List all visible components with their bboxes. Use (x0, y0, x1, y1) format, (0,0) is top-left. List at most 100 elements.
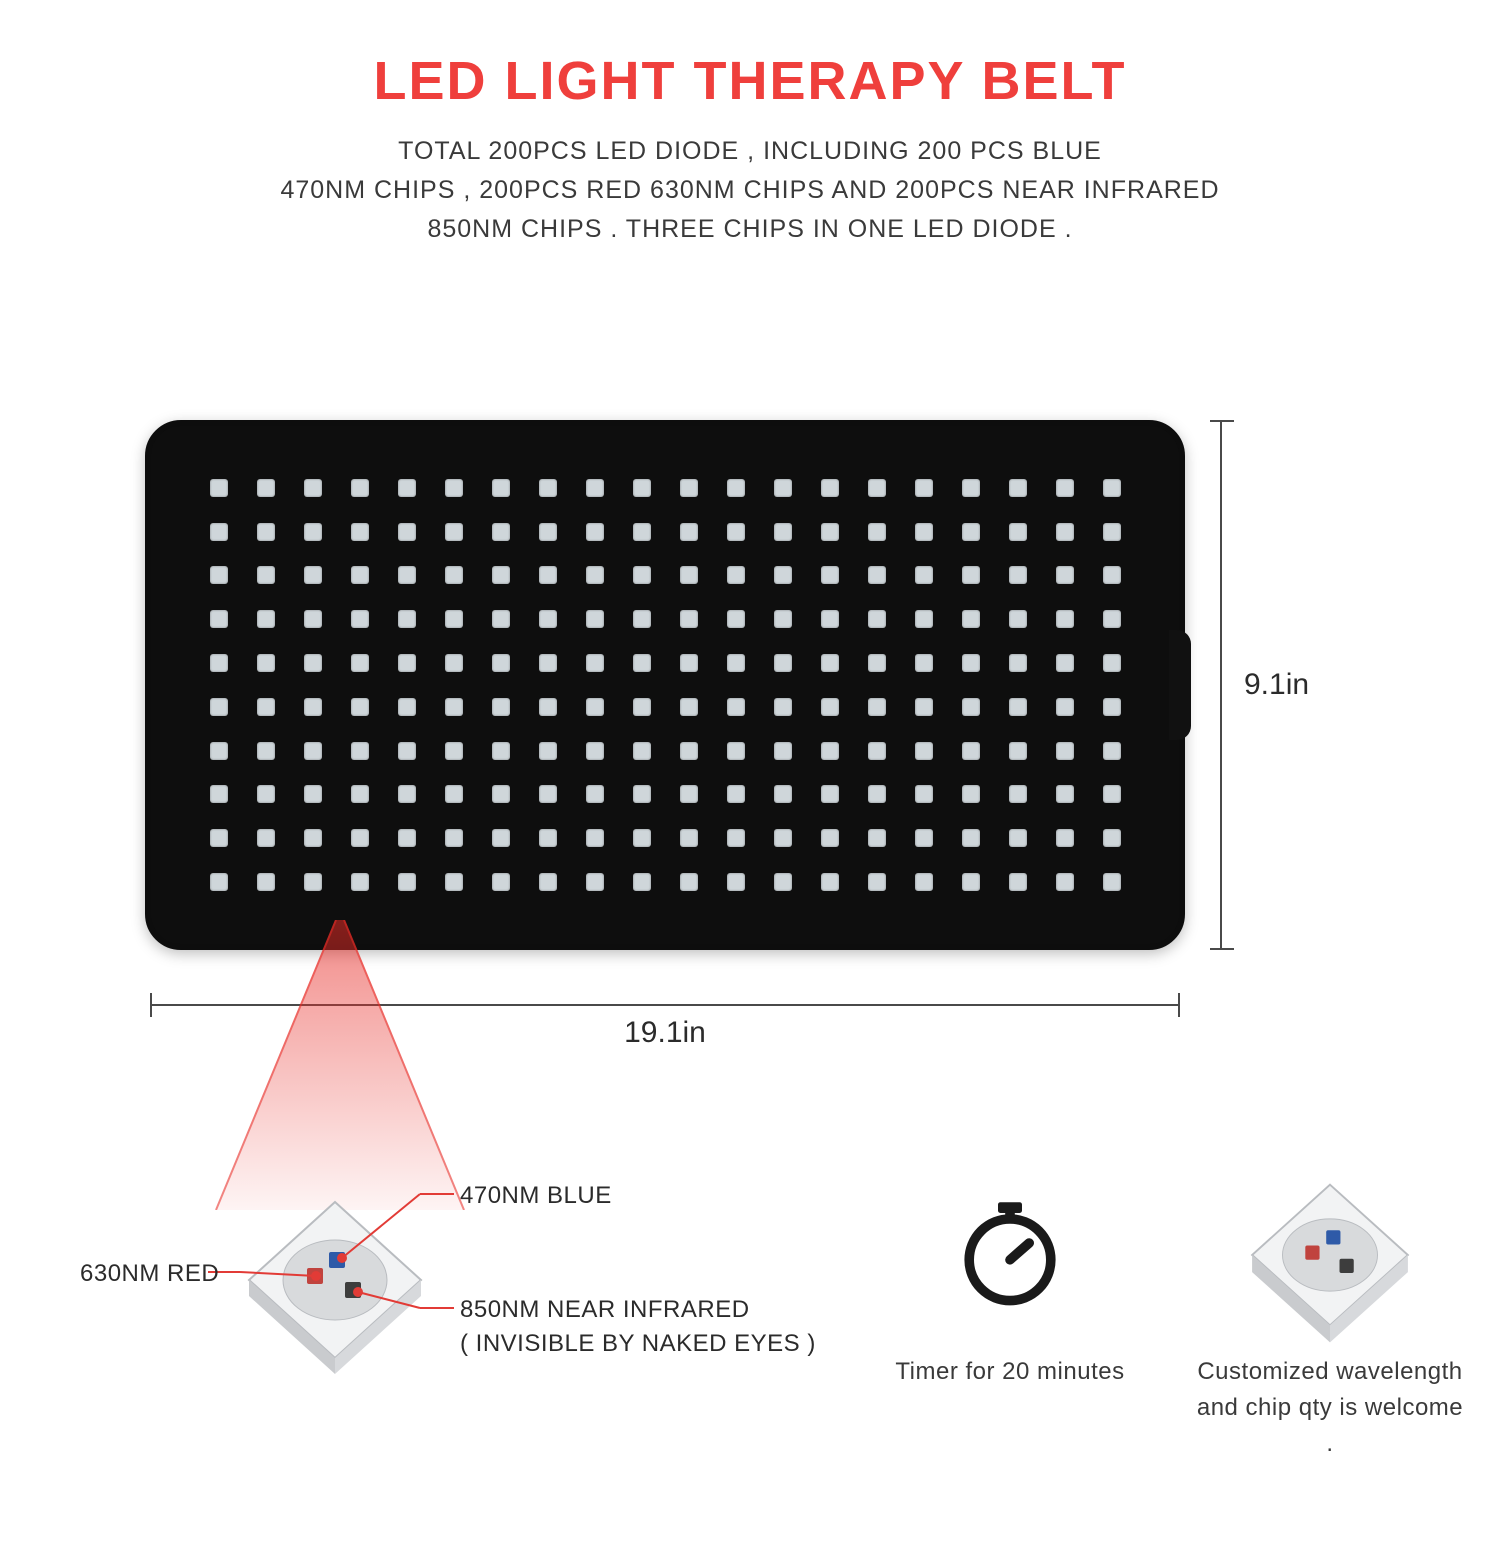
led-dot (492, 523, 510, 541)
led-dot (445, 698, 463, 716)
led-dot (774, 523, 792, 541)
led-dot (257, 742, 275, 760)
led-dot (351, 523, 369, 541)
led-dot (1009, 566, 1027, 584)
led-dot (727, 742, 745, 760)
feature-custom-text: Customized wavelength and chip qty is we… (1190, 1354, 1470, 1462)
led-dot (351, 610, 369, 628)
led-dot (680, 742, 698, 760)
led-dot (398, 654, 416, 672)
led-dot (1056, 479, 1074, 497)
led-dot (1103, 654, 1121, 672)
led-dot (774, 610, 792, 628)
led-dot (257, 610, 275, 628)
therapy-belt (145, 420, 1185, 950)
belt-side-tab (1169, 630, 1191, 740)
led-dot (586, 873, 604, 891)
feature-timer-text: Timer for 20 minutes (870, 1354, 1150, 1390)
led-dot (868, 829, 886, 847)
page-subtitle: TOTAL 200PCS LED DIODE , INCLUDING 200 P… (0, 132, 1500, 248)
led-dot (351, 654, 369, 672)
led-dot (398, 829, 416, 847)
led-dot (257, 698, 275, 716)
led-dot (586, 479, 604, 497)
led-dot (445, 742, 463, 760)
led-dot (586, 742, 604, 760)
led-dot (210, 610, 228, 628)
led-dot (257, 523, 275, 541)
led-dot (1103, 742, 1121, 760)
led-dot (774, 479, 792, 497)
led-dot (915, 785, 933, 803)
led-dot (304, 785, 322, 803)
led-dot (445, 523, 463, 541)
led-dot (915, 566, 933, 584)
led-dot (304, 829, 322, 847)
led-dot (868, 785, 886, 803)
feature-custom: Customized wavelength and chip qty is we… (1190, 1170, 1470, 1462)
led-dot (821, 523, 839, 541)
feature-timer: Timer for 20 minutes (870, 1170, 1150, 1390)
led-dot (821, 654, 839, 672)
led-dot (727, 873, 745, 891)
led-dot (398, 566, 416, 584)
led-dot (257, 566, 275, 584)
callout-nir-note: ( INVISIBLE BY NAKED EYES ) (460, 1330, 816, 1358)
led-dot (774, 698, 792, 716)
led-dot (492, 566, 510, 584)
led-dot (962, 698, 980, 716)
led-dot (821, 479, 839, 497)
led-dot (821, 742, 839, 760)
led-dot (586, 829, 604, 847)
led-dot (915, 873, 933, 891)
led-dot (1056, 698, 1074, 716)
led-dot (680, 610, 698, 628)
led-dot (539, 610, 557, 628)
led-dot (351, 742, 369, 760)
led-dot (868, 479, 886, 497)
dimension-line (150, 1004, 1180, 1006)
led-dot (1103, 829, 1121, 847)
led-dot (962, 829, 980, 847)
led-dot (774, 654, 792, 672)
led-dot (915, 829, 933, 847)
led-dot (539, 698, 557, 716)
led-dot (1009, 742, 1027, 760)
led-dot (398, 610, 416, 628)
led-dot (210, 873, 228, 891)
led-dot (304, 610, 322, 628)
led-dot (633, 873, 651, 891)
led-dot (539, 654, 557, 672)
led-dot (774, 785, 792, 803)
led-dot (492, 479, 510, 497)
led-dot (539, 873, 557, 891)
led-dot (445, 566, 463, 584)
led-dot (962, 742, 980, 760)
led-dot (915, 610, 933, 628)
dimension-line (1220, 420, 1222, 950)
led-dot (210, 698, 228, 716)
led-dot (257, 829, 275, 847)
led-dot (1056, 785, 1074, 803)
led-dot (398, 479, 416, 497)
led-dot (680, 873, 698, 891)
led-dot (727, 523, 745, 541)
led-dot (915, 742, 933, 760)
led-dot (539, 479, 557, 497)
led-dot (1056, 829, 1074, 847)
callout-blue-label: 470NM BLUE (460, 1182, 612, 1210)
led-dot (539, 566, 557, 584)
callout-nir-label: 850NM NEAR INFRARED (460, 1296, 750, 1324)
led-dot (633, 829, 651, 847)
led-dot (633, 610, 651, 628)
led-dot (680, 479, 698, 497)
led-dot (586, 654, 604, 672)
led-dot (633, 523, 651, 541)
led-dot (1103, 698, 1121, 716)
led-dot (539, 829, 557, 847)
led-dot (915, 698, 933, 716)
led-dot (962, 479, 980, 497)
led-dot (962, 523, 980, 541)
width-label: 19.1in (150, 1016, 1180, 1050)
led-dot (774, 873, 792, 891)
